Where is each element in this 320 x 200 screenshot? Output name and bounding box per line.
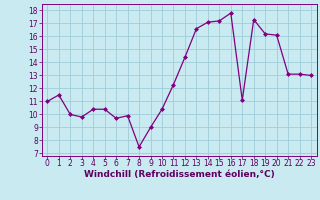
X-axis label: Windchill (Refroidissement éolien,°C): Windchill (Refroidissement éolien,°C) <box>84 170 275 179</box>
